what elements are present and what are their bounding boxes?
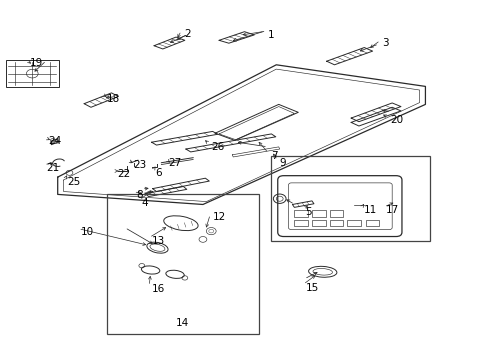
Bar [365,220,379,226]
Text: 8: 8 [136,190,142,200]
Text: 13: 13 [151,236,164,246]
Bar [6,60,59,87]
Text: 3: 3 [382,38,388,48]
Text: 25: 25 [67,177,81,187]
Bar [106,194,259,334]
Bar [271,156,429,241]
Bar [311,220,325,226]
Text: 20: 20 [389,115,403,125]
Text: 9: 9 [279,158,286,168]
Text: 26: 26 [211,142,224,152]
Text: 23: 23 [133,160,146,170]
Bar [294,210,307,217]
Bar [346,220,360,226]
Text: 11: 11 [364,205,377,215]
Text: 6: 6 [155,168,162,179]
Text: 1: 1 [267,30,274,40]
Text: 2: 2 [184,29,191,39]
Text: 18: 18 [106,94,120,104]
Text: 4: 4 [142,198,148,208]
Bar [294,220,307,226]
Text: 27: 27 [168,158,182,168]
Bar [329,210,343,217]
Text: 24: 24 [48,136,61,146]
Text: 7: 7 [270,151,277,161]
Text: 22: 22 [117,169,130,179]
Text: 15: 15 [305,283,318,293]
Bar [329,220,343,226]
Text: 5: 5 [305,207,312,217]
Text: 10: 10 [81,227,94,237]
Text: 17: 17 [386,205,399,215]
Text: 19: 19 [29,58,42,68]
Text: 12: 12 [212,212,225,222]
Text: 16: 16 [151,284,164,294]
Text: 14: 14 [176,318,189,328]
Bar [311,210,325,217]
Text: 21: 21 [46,163,60,173]
